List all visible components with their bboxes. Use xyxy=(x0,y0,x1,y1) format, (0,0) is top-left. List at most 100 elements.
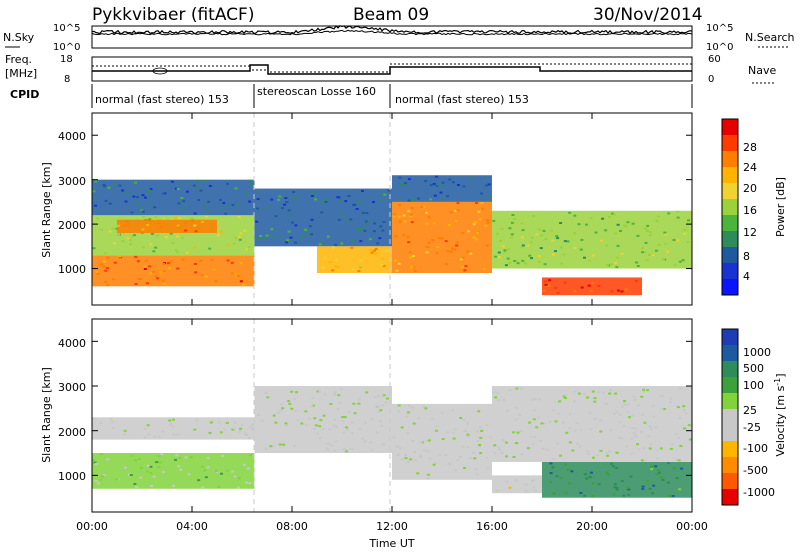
vel-speckle xyxy=(615,486,619,489)
vel-speckle xyxy=(351,432,354,435)
power-speckle xyxy=(305,232,309,235)
vel-speckle xyxy=(552,458,555,460)
vel-speckle xyxy=(620,480,624,483)
vel-speckle xyxy=(282,443,286,446)
power-ytick-2000: 2000 xyxy=(58,219,86,232)
power-speckle xyxy=(549,229,553,232)
power-speckle xyxy=(615,266,619,269)
vel-speckle xyxy=(480,429,484,432)
power-speckle xyxy=(645,230,649,232)
power-speckle xyxy=(542,289,546,292)
vel-region-1 xyxy=(92,417,255,440)
power-speckle xyxy=(648,231,652,233)
vel-speckle xyxy=(352,402,356,405)
vel-speckle xyxy=(675,458,679,461)
vel-speckle xyxy=(649,428,653,431)
power-speckle xyxy=(157,222,161,225)
power-speckle xyxy=(113,183,117,186)
vel-speckle xyxy=(648,425,652,428)
velocity-colorbar-block xyxy=(722,473,738,490)
power-speckle xyxy=(156,234,160,237)
power-speckle xyxy=(141,210,145,213)
power-speckle xyxy=(272,236,276,239)
velocity-colorbar: 1000 500 100 25 -25 -100 -500 -1000 Velo… xyxy=(721,328,787,506)
vel-speckle xyxy=(106,458,110,461)
power-speckle xyxy=(243,229,247,232)
vel-speckle xyxy=(171,425,175,428)
vel-speckle xyxy=(296,419,300,422)
vel-speckle xyxy=(325,447,329,450)
vel-speckle xyxy=(187,473,191,476)
power-speckle xyxy=(321,266,325,269)
power-speckle xyxy=(112,278,115,281)
vel-speckle xyxy=(678,417,682,420)
power-speckle xyxy=(324,199,328,201)
power-colorbar-block xyxy=(722,279,738,296)
vel-speckle xyxy=(556,442,559,445)
vel-speckle xyxy=(193,428,197,431)
power-speckle xyxy=(194,271,198,274)
vel-speckle xyxy=(512,431,516,434)
vel-speckle xyxy=(328,428,332,431)
vel-speckle xyxy=(203,469,207,472)
vel-speckle xyxy=(93,461,97,464)
vel-speckle xyxy=(669,397,673,400)
vel-speckle xyxy=(486,467,490,470)
power-colorbar-block xyxy=(722,183,738,200)
power-speckle xyxy=(559,222,563,224)
power-speckle xyxy=(216,234,220,237)
power-speckle xyxy=(556,237,560,240)
vel-speckle xyxy=(475,473,479,476)
power-speckle xyxy=(94,204,97,207)
power-speckle xyxy=(532,215,535,217)
power-speckle xyxy=(646,224,650,227)
power-speckle xyxy=(673,264,677,267)
power-speckle xyxy=(485,244,489,247)
vel-speckle xyxy=(295,391,298,394)
nsearch-tick-bottom: 10^0 xyxy=(706,42,733,53)
power-speckle xyxy=(676,210,680,213)
power-speckle xyxy=(678,260,682,263)
vel-speckle xyxy=(333,391,337,394)
velocity-colorbar-block xyxy=(722,377,738,394)
power-speckle xyxy=(162,192,166,195)
velocity-cbar-tick-100: 100 xyxy=(743,379,764,392)
power-speckle xyxy=(477,210,481,213)
power-speckle xyxy=(186,181,190,184)
power-speckle xyxy=(398,220,402,223)
vel-speckle xyxy=(463,430,467,432)
vel-speckle xyxy=(447,463,451,466)
power-speckle xyxy=(453,248,456,251)
vel-speckle xyxy=(532,486,536,489)
vel-speckle xyxy=(637,404,641,407)
vel-speckle xyxy=(237,486,240,489)
power-cbar-label: Power [dB] xyxy=(774,177,787,237)
power-speckle xyxy=(526,244,530,247)
power-speckle xyxy=(406,236,410,239)
power-speckle xyxy=(147,200,150,203)
vel-speckle xyxy=(632,395,636,398)
vel-speckle xyxy=(304,410,308,413)
power-speckle xyxy=(456,184,460,186)
power-cbar-tick-12: 12 xyxy=(743,226,757,239)
vel-speckle xyxy=(589,471,593,474)
power-speckle xyxy=(612,213,616,216)
power-speckle xyxy=(543,263,547,266)
vel-region-2 xyxy=(254,386,392,454)
vel-speckle xyxy=(339,388,343,390)
power-speckle xyxy=(444,240,448,243)
vel-speckle xyxy=(94,463,98,465)
vel-speckle xyxy=(586,396,590,399)
velocity-colorbar-block xyxy=(722,457,738,474)
vel-speckle xyxy=(649,443,653,446)
vel-speckle xyxy=(413,450,416,453)
power-speckle xyxy=(241,283,245,286)
power-speckle xyxy=(369,249,373,251)
vel-speckle xyxy=(290,407,294,410)
power-speckle xyxy=(339,199,343,202)
power-speckle xyxy=(220,230,223,233)
vel-speckle xyxy=(652,404,656,407)
power-speckle xyxy=(644,227,648,230)
power-speckle xyxy=(331,269,335,272)
